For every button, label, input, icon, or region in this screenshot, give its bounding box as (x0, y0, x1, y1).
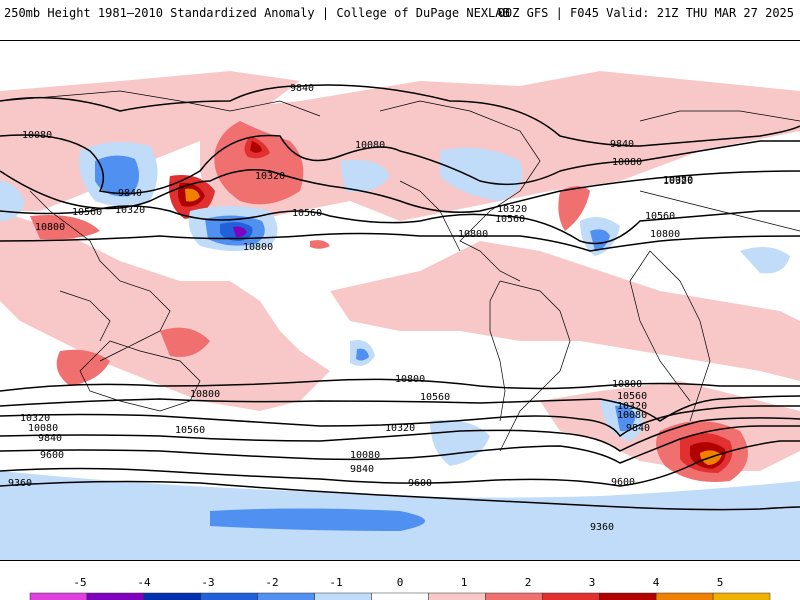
color-scale-tick-label: 1 (460, 576, 468, 589)
contour-label: 10800 (458, 229, 488, 240)
positive-anomaly-shading (0, 71, 800, 482)
contour-label: 10800 (395, 374, 425, 385)
contour-label: 10800 (190, 389, 220, 400)
contour-label: 9840 (610, 139, 634, 150)
color-scale-segment (143, 592, 202, 600)
contour-label: 10560 (645, 211, 675, 222)
contour-label: 10800 (243, 242, 273, 253)
contour-label: 10080 (612, 157, 642, 168)
contour-label: 9360 (590, 522, 614, 533)
contour-label: 10320 (497, 204, 527, 215)
contour-label: 9600 (611, 477, 635, 488)
weather-map: 9840 10080 10320 10560 10800 9840 10080 … (0, 40, 800, 561)
color-scale-tick-label: -2 (265, 576, 279, 589)
color-scale-segment (655, 592, 714, 600)
color-scale-segment (200, 592, 258, 600)
contour-label: 10800 (35, 222, 65, 233)
contour-label: 10320 (115, 205, 145, 216)
contour-label: 9360 (8, 478, 32, 489)
color-scale-tick-label: 4 (652, 576, 660, 589)
contour-labels: 9840 10080 10320 10560 10800 9840 10080 … (8, 83, 693, 533)
color-scale-svg (29, 592, 771, 600)
map-title: 250mb Height 1981–2010 Standardized Anom… (4, 6, 510, 20)
color-scale-tick-label: -3 (201, 576, 215, 589)
contour-label: 9840 (626, 423, 650, 434)
contour-label: 10080 (28, 423, 58, 434)
contour-label: 10560 (72, 207, 102, 218)
color-scale-segment (598, 592, 657, 600)
color-scale-segment (712, 592, 771, 600)
contour-label: 9600 (40, 450, 64, 461)
color-scale-tick-label: -4 (137, 576, 151, 589)
contour-label: 10320 (617, 401, 647, 412)
color-scale-segment (257, 592, 315, 600)
color-scale-tick-label: 3 (588, 576, 596, 589)
color-scale-segment (86, 592, 145, 600)
contour-label: 10320 (663, 176, 693, 187)
contour-label: 10320 (255, 171, 285, 182)
contour-label: 10080 (617, 410, 647, 421)
contour-label: 10320 (20, 413, 50, 424)
contour-label: 10080 (22, 130, 52, 141)
contour-label: 10560 (175, 425, 205, 436)
color-scale-tick-label: 0 (396, 576, 404, 589)
contour-label: 9840 (290, 83, 314, 94)
model-run-info: 00Z GFS | F045 Valid: 21Z THU MAR 27 202… (497, 6, 794, 20)
contour-label: 9600 (408, 478, 432, 489)
contour-label: 10560 (617, 391, 647, 402)
color-scale-tick-label: -5 (73, 576, 87, 589)
contour-label: 10800 (612, 379, 642, 390)
color-scale-segment (542, 592, 600, 600)
contour-label: 10080 (355, 140, 385, 151)
color-scale-tick-label: -1 (329, 576, 343, 589)
contour-label: 9840 (118, 188, 142, 199)
color-scale-segment (428, 592, 486, 600)
contour-label: 10560 (420, 392, 450, 403)
color-scale-tick-label: 5 (716, 576, 724, 589)
contour-label: 10560 (292, 208, 322, 219)
contour-label: 10800 (650, 229, 680, 240)
anomaly-map-svg: 9840 10080 10320 10560 10800 9840 10080 … (0, 71, 800, 560)
contour-label: 9840 (350, 464, 374, 475)
color-scale-segment (314, 592, 372, 600)
color-scale-segment (371, 592, 429, 600)
color-scale-bar: -5 -4 -3 -2 -1 0 1 2 3 4 5 (0, 570, 800, 600)
color-scale-segment (29, 592, 88, 600)
map-header: 250mb Height 1981–2010 Standardized Anom… (0, 0, 800, 30)
contour-label: 10080 (663, 175, 693, 186)
contour-label: 10560 (495, 214, 525, 225)
contour-label: 10080 (350, 450, 380, 461)
contour-label: 10320 (385, 423, 415, 434)
contour-label: 9840 (38, 433, 62, 444)
coastlines (0, 90, 800, 452)
color-scale-tick-label: 2 (524, 576, 532, 589)
height-contours (0, 84, 800, 511)
color-scale-segment (485, 592, 543, 600)
